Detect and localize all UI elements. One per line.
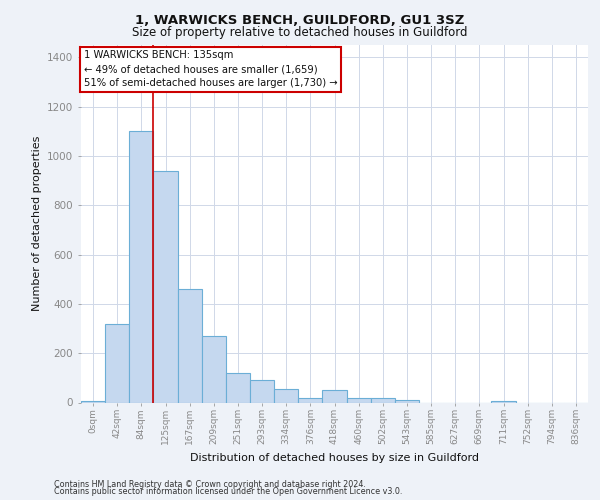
Bar bbox=[395, 400, 419, 402]
Text: 1, WARWICKS BENCH, GUILDFORD, GU1 3SZ: 1, WARWICKS BENCH, GUILDFORD, GU1 3SZ bbox=[136, 14, 464, 27]
Bar bbox=[322, 390, 347, 402]
Bar bbox=[347, 398, 371, 402]
Bar bbox=[371, 398, 395, 402]
Bar bbox=[274, 389, 298, 402]
Bar bbox=[202, 336, 226, 402]
Bar bbox=[226, 373, 250, 402]
Bar bbox=[298, 398, 322, 402]
Text: 1 WARWICKS BENCH: 135sqm
← 49% of detached houses are smaller (1,659)
51% of sem: 1 WARWICKS BENCH: 135sqm ← 49% of detach… bbox=[83, 50, 337, 88]
Bar bbox=[154, 170, 178, 402]
Bar bbox=[178, 289, 202, 403]
Text: Size of property relative to detached houses in Guildford: Size of property relative to detached ho… bbox=[132, 26, 468, 39]
Bar bbox=[105, 324, 129, 402]
Bar bbox=[129, 132, 154, 402]
Bar bbox=[250, 380, 274, 402]
Text: Contains HM Land Registry data © Crown copyright and database right 2024.: Contains HM Land Registry data © Crown c… bbox=[54, 480, 366, 489]
Y-axis label: Number of detached properties: Number of detached properties bbox=[32, 136, 41, 312]
Text: Contains public sector information licensed under the Open Government Licence v3: Contains public sector information licen… bbox=[54, 487, 403, 496]
X-axis label: Distribution of detached houses by size in Guildford: Distribution of detached houses by size … bbox=[190, 453, 479, 463]
